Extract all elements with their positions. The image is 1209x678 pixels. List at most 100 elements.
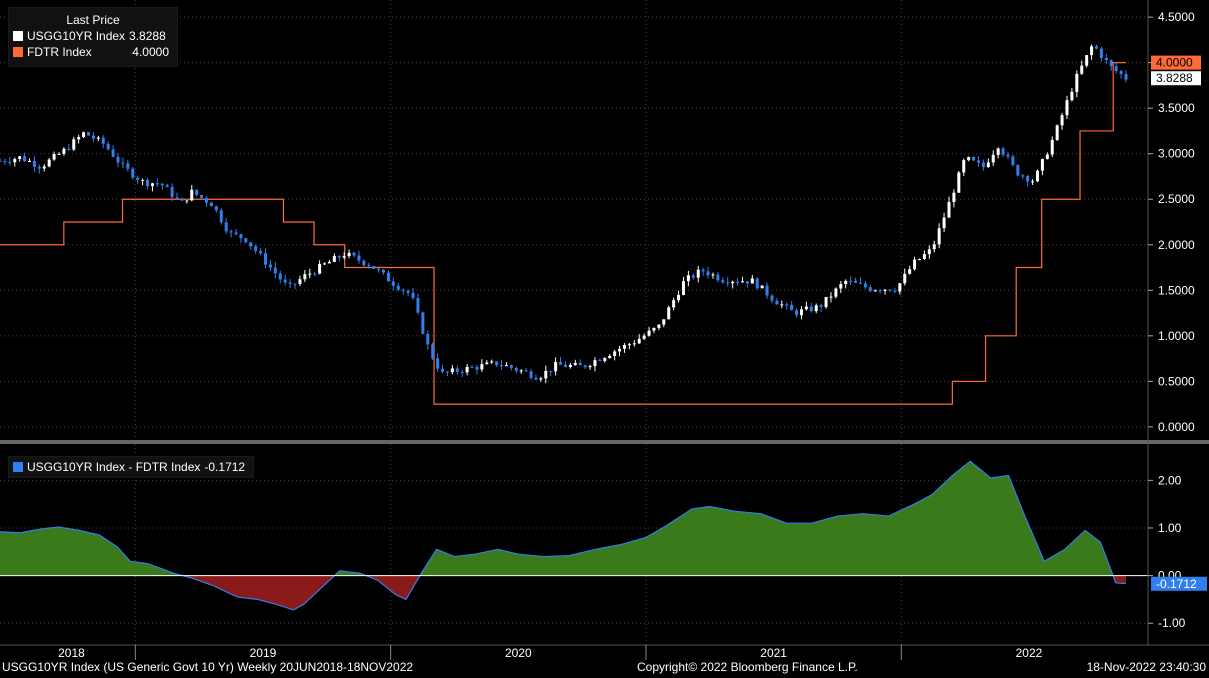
candle-body: [701, 269, 705, 272]
candle-body: [849, 280, 853, 282]
legend-swatch-white: [13, 31, 23, 41]
candle-body: [195, 189, 199, 195]
candle-body: [691, 275, 695, 278]
y-tick-label: 4.5000: [1158, 10, 1195, 24]
candle-body: [313, 273, 317, 275]
legend-name: FDTR Index: [27, 45, 92, 59]
candle-body: [116, 156, 120, 163]
axes: 4.5000 4.0000 3.5000 3.0000 2.5000 2.0000 1.50…: [0, 0, 1209, 660]
candle-body: [627, 344, 631, 346]
candle-body: [1109, 60, 1113, 67]
candle-body: [52, 153, 56, 160]
candle-body: [917, 258, 921, 260]
spread-area-positive: [0, 461, 1126, 576]
legend-bottom: USGG10YR Index - FDTR Index -0.1712: [8, 456, 255, 478]
y-tick-label: 1.5000: [1158, 283, 1195, 297]
candle-body: [962, 160, 966, 173]
candle-body: [986, 162, 990, 167]
candle-body: [411, 292, 415, 298]
candle-body: [583, 365, 587, 368]
candle-body: [254, 246, 258, 251]
candle-body: [209, 202, 213, 207]
candle-body: [106, 143, 110, 150]
candle-body: [185, 200, 189, 202]
candle-body: [352, 252, 356, 256]
candle-body: [406, 290, 410, 293]
candle-body: [91, 135, 95, 139]
candle-body: [229, 231, 233, 233]
last-spread-tag-bg: [1151, 576, 1207, 591]
legend-top: Last Price USGG10YR Index 3.8288 FDTR In…: [8, 7, 178, 67]
candle-body: [652, 327, 656, 331]
candle-body: [780, 304, 784, 306]
candle-body: [126, 163, 130, 169]
candle-body: [298, 279, 302, 284]
candle-body: [1035, 170, 1039, 182]
candle-body: [234, 232, 238, 235]
candle-body: [28, 160, 32, 162]
candle-body: [396, 285, 400, 290]
candle-body: [131, 168, 135, 178]
candle-body: [101, 137, 105, 144]
candle-body: [3, 161, 7, 163]
candle-body: [401, 289, 405, 291]
candle-body: [642, 335, 646, 339]
candle-body: [264, 253, 268, 265]
candle-body: [996, 148, 1000, 155]
x-tick-label: 2018: [58, 646, 85, 660]
candle-body: [814, 305, 818, 312]
candle-body: [731, 281, 735, 284]
candle-body: [972, 156, 976, 161]
fdtr-step-line: [0, 62, 1126, 405]
candle-body: [382, 269, 386, 273]
candle-body: [957, 172, 961, 193]
candle-body: [337, 256, 341, 258]
y-tick-label: 3.0000: [1158, 147, 1195, 161]
candle-body: [686, 275, 690, 282]
x-tick-label: 2020: [505, 646, 532, 660]
candle-body: [559, 362, 563, 365]
y-tick-label: 3.5000: [1158, 101, 1195, 115]
candle-body: [37, 166, 41, 169]
candle-body: [677, 294, 681, 301]
candle-body: [750, 278, 754, 284]
candle-body: [239, 234, 243, 239]
last-price-tag-label: 4.0000: [1156, 56, 1193, 70]
candle-body: [740, 281, 744, 283]
candle-body: [1104, 58, 1108, 61]
candle-body: [785, 304, 789, 306]
candle-body: [416, 297, 420, 313]
candle-body: [878, 290, 882, 292]
y-tick-label: 1.0000: [1158, 329, 1195, 343]
candle-body: [155, 183, 159, 185]
legend-item-usgg10yr: USGG10YR Index 3.8288: [9, 28, 177, 44]
candle-body: [1021, 175, 1025, 177]
candle-body: [268, 264, 272, 268]
candle-body: [495, 361, 499, 366]
candle-body: [96, 137, 100, 139]
price-panel: [0, 44, 1128, 405]
candle-body: [711, 274, 715, 276]
y-tick-label: 0.5000: [1158, 374, 1195, 388]
last-price-tag: 3.8288: [1151, 71, 1201, 86]
candle-body: [765, 285, 769, 296]
candle-body: [82, 132, 86, 137]
candle-body: [1001, 148, 1005, 155]
candle-body: [249, 242, 253, 247]
candle-body: [111, 149, 115, 157]
candle-body: [681, 281, 685, 295]
candle-body: [436, 358, 440, 369]
candle-body: [170, 187, 174, 198]
candle-body: [554, 362, 558, 372]
candle-body: [1099, 48, 1103, 59]
footer-security: USGG10YR Index (US Generic Govt 10 Yr) W…: [2, 660, 414, 674]
candle-body: [839, 284, 843, 289]
candle-body: [775, 300, 779, 305]
candle-body: [539, 378, 543, 380]
candle-body: [991, 154, 995, 163]
candle-body: [87, 132, 91, 136]
candle-body: [146, 179, 150, 186]
candle-body: [573, 363, 577, 366]
legend-value: 3.8288: [129, 29, 166, 43]
candle-body: [1026, 175, 1030, 182]
